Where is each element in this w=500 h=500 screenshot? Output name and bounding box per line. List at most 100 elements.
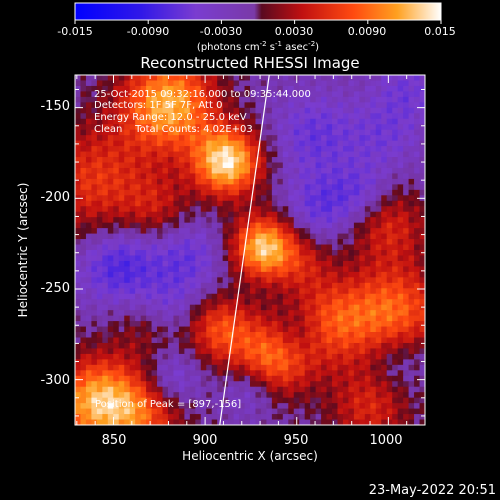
- heatmap-pixel: [288, 96, 295, 103]
- heatmap-pixel: [151, 250, 158, 256]
- heatmap-pixel: [304, 419, 311, 425]
- heatmap-pixel: [239, 353, 245, 360]
- heatmap-pixel: [129, 222, 136, 229]
- heatmap-pixel: [414, 129, 420, 136]
- heatmap-pixel: [419, 266, 425, 273]
- heatmap-pixel: [184, 315, 191, 322]
- heatmap-pixel: [85, 178, 92, 185]
- heatmap-pixel: [96, 233, 103, 240]
- heatmap-pixel: [162, 228, 169, 234]
- heatmap-pixel: [233, 167, 240, 174]
- heatmap-pixel: [157, 392, 163, 399]
- heatmap-pixel: [124, 96, 131, 103]
- heatmap-pixel: [184, 386, 191, 393]
- heatmap-pixel: [124, 337, 131, 344]
- heatmap-pixel: [414, 403, 420, 409]
- heatmap-pixel: [359, 118, 366, 125]
- heatmap-pixel: [353, 271, 360, 278]
- heatmap-pixel: [293, 239, 300, 245]
- heatmap-pixel: [332, 310, 338, 317]
- heatmap-pixel: [370, 386, 377, 393]
- heatmap-pixel: [304, 293, 311, 300]
- heatmap-pixel: [85, 414, 92, 420]
- heatmap-pixel: [233, 140, 240, 147]
- heatmap-pixel: [414, 266, 420, 273]
- heatmap-pixel: [282, 178, 289, 185]
- heatmap-pixel: [332, 146, 338, 152]
- heatmap-pixel: [348, 244, 355, 251]
- heatmap-pixel: [124, 118, 131, 125]
- heatmap-pixel: [189, 151, 196, 158]
- heatmap-pixel: [146, 326, 152, 333]
- heatmap-pixel: [337, 353, 344, 360]
- heatmap-pixel: [419, 304, 425, 311]
- heatmap-pixel: [310, 85, 317, 92]
- heatmap-pixel: [91, 151, 98, 158]
- heatmap-pixel: [129, 178, 136, 185]
- heatmap-pixel: [375, 392, 382, 399]
- heatmap-pixel: [408, 200, 415, 207]
- heatmap-pixel: [217, 414, 224, 420]
- heatmap-pixel: [250, 140, 256, 147]
- heatmap-pixel: [140, 206, 147, 213]
- heatmap-pixel: [293, 135, 300, 142]
- heatmap-pixel: [162, 173, 169, 180]
- heatmap-pixel: [124, 266, 131, 273]
- heatmap-pixel: [222, 217, 229, 224]
- heatmap-pixel: [277, 403, 284, 409]
- heatmap-pixel: [118, 124, 125, 131]
- heatmap-pixel: [85, 299, 92, 306]
- heatmap-pixel: [310, 282, 317, 289]
- heatmap-pixel: [124, 386, 131, 393]
- heatmap-pixel: [348, 288, 355, 295]
- heatmap-pixel: [217, 408, 224, 415]
- heatmap-pixel: [271, 239, 278, 245]
- heatmap-pixel: [348, 386, 355, 393]
- heatmap-pixel: [102, 96, 109, 103]
- heatmap-pixel: [397, 217, 404, 224]
- heatmap-pixel: [304, 189, 311, 196]
- heatmap-pixel: [250, 85, 256, 92]
- heatmap-pixel: [414, 326, 420, 333]
- heatmap-pixel: [157, 178, 163, 185]
- heatmap-pixel: [140, 288, 147, 295]
- heatmap-pixel: [189, 107, 196, 114]
- heatmap-pixel: [250, 353, 256, 360]
- heatmap-pixel: [277, 397, 284, 404]
- heatmap-pixel: [167, 255, 174, 262]
- heatmap-pixel: [293, 250, 300, 256]
- heatmap-pixel: [113, 392, 120, 399]
- heatmap-pixel: [228, 244, 234, 251]
- heatmap-pixel: [124, 250, 131, 256]
- heatmap-pixel: [386, 359, 393, 366]
- heatmap-pixel: [211, 118, 218, 125]
- heatmap-pixel: [91, 107, 98, 114]
- heatmap-pixel: [277, 332, 284, 338]
- heatmap-pixel: [304, 135, 311, 142]
- heatmap-pixel: [397, 397, 404, 404]
- heatmap-pixel: [173, 107, 180, 114]
- heatmap-pixel: [266, 178, 273, 185]
- heatmap-pixel: [211, 271, 218, 278]
- heatmap-pixel: [414, 419, 420, 425]
- heatmap-pixel: [359, 348, 366, 355]
- heatmap-pixel: [140, 195, 147, 202]
- heatmap-pixel: [271, 124, 278, 131]
- heatmap-pixel: [157, 102, 163, 109]
- heatmap-pixel: [140, 157, 147, 163]
- heatmap-pixel: [118, 255, 125, 262]
- heatmap-pixel: [124, 255, 131, 262]
- heatmap-pixel: [370, 403, 377, 409]
- heatmap-pixel: [217, 266, 224, 273]
- heatmap-pixel: [217, 293, 224, 300]
- heatmap-pixel: [244, 162, 251, 169]
- heatmap-pixel: [211, 184, 218, 191]
- heatmap-pixel: [353, 310, 360, 317]
- heatmap-pixel: [151, 244, 158, 251]
- heatmap-pixel: [80, 75, 87, 81]
- heatmap-pixel: [419, 282, 425, 289]
- heatmap-pixel: [200, 359, 207, 366]
- heatmap-pixel: [250, 135, 256, 142]
- heatmap-pixel: [370, 353, 377, 360]
- heatmap-pixel: [195, 255, 202, 262]
